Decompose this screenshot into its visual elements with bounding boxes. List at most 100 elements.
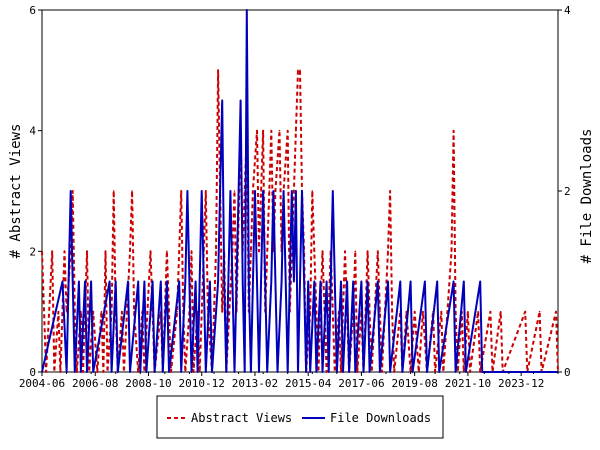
abstract-views-point xyxy=(387,250,389,253)
abstract-views-point xyxy=(268,190,271,192)
abstract-views-point xyxy=(332,310,334,313)
file-downloads-point xyxy=(151,280,154,283)
abstract-views-point xyxy=(377,250,379,253)
file-downloads-point xyxy=(293,280,295,283)
abstract-views-point xyxy=(262,129,264,132)
x-tick-label: 2019-08 xyxy=(391,377,437,390)
file-downloads-point xyxy=(237,190,240,192)
file-downloads-point xyxy=(143,280,146,283)
file-downloads-point xyxy=(291,190,293,192)
abstract-views-point xyxy=(452,129,455,132)
abstract-views-point xyxy=(180,190,182,192)
abstract-views-point xyxy=(354,250,357,253)
y-left-tick-label: 2 xyxy=(29,245,36,258)
abstract-views-point xyxy=(440,310,443,313)
abstract-views-point xyxy=(250,250,252,253)
file-downloads-point xyxy=(295,190,297,192)
x-tick-label: 2017-06 xyxy=(338,377,384,390)
file-downloads-point xyxy=(84,280,86,283)
abstract-views-point xyxy=(389,190,391,192)
abstract-views-point xyxy=(57,310,60,313)
abstract-views-point xyxy=(270,129,273,132)
file-downloads-point xyxy=(313,280,316,283)
file-downloads-point xyxy=(262,190,264,192)
file-downloads-point xyxy=(301,190,303,192)
abstract-views-point xyxy=(299,69,301,72)
file-downloads-point xyxy=(127,280,129,283)
y-left-tick-label: 0 xyxy=(29,366,36,379)
file-downloads-point xyxy=(346,280,348,283)
abstract-views-point xyxy=(63,250,66,253)
abstract-views-point xyxy=(215,250,217,253)
abstract-views-point xyxy=(221,310,223,313)
y-left-tick-label: 4 xyxy=(29,125,36,138)
file-downloads-point xyxy=(282,190,285,192)
file-downloads-point xyxy=(188,280,191,283)
file-downloads-point xyxy=(387,280,389,283)
file-downloads-point xyxy=(303,280,305,283)
x-tick-label: 2008-10 xyxy=(125,377,171,390)
abstract-views-point xyxy=(499,310,502,313)
legend-box xyxy=(156,395,444,439)
abstract-views-point xyxy=(422,310,424,313)
file-downloads-point xyxy=(377,280,379,283)
file-downloads-point xyxy=(203,280,205,283)
x-tick-label: 2015-04 xyxy=(285,377,332,390)
file-downloads-point xyxy=(264,280,267,283)
legend-label-abstract-views: Abstract Views xyxy=(191,411,292,425)
file-downloads-point xyxy=(221,99,223,102)
file-downloads-point xyxy=(69,190,72,192)
file-downloads-point xyxy=(270,280,273,283)
file-downloads-point xyxy=(178,280,180,283)
file-downloads-point xyxy=(246,9,248,11)
file-downloads-point xyxy=(229,190,232,192)
abstract-views-point xyxy=(313,250,316,253)
abstract-views-point xyxy=(297,69,299,72)
abstract-views-point xyxy=(366,250,369,253)
abstract-views-point xyxy=(489,310,492,313)
file-downloads-point xyxy=(334,280,336,283)
file-downloads-point xyxy=(254,190,256,192)
abstract-views-point xyxy=(131,190,133,192)
y-left-tick-label: 6 xyxy=(29,4,36,17)
file-downloads-point xyxy=(340,280,342,283)
abstract-views-point xyxy=(293,190,295,192)
file-downloads-point xyxy=(61,280,64,283)
y-axis-right-title: # File Downloads xyxy=(579,129,595,264)
x-tick-label: 2013-02 xyxy=(232,377,278,390)
file-downloads-point xyxy=(424,280,426,283)
abstract-views-point xyxy=(100,310,103,313)
abstract-views-point xyxy=(295,129,297,132)
file-downloads-point xyxy=(67,280,70,283)
abstract-views-point xyxy=(256,129,258,132)
file-downloads-point xyxy=(332,190,334,192)
abstract-views-point xyxy=(104,250,107,253)
file-downloads-point xyxy=(114,280,117,283)
file-downloads-point xyxy=(137,280,139,283)
abstract-views-line xyxy=(41,69,559,373)
abstract-views-point xyxy=(344,250,346,253)
abstract-views-point xyxy=(71,190,74,192)
file-downloads-point xyxy=(223,280,225,283)
abstract-views-point xyxy=(450,250,453,253)
abstract-views-point xyxy=(166,250,168,253)
file-downloads-point xyxy=(436,280,439,283)
file-downloads-point xyxy=(409,280,412,283)
abstract-views-point xyxy=(321,250,324,253)
abstract-views-point xyxy=(112,190,115,192)
y-right-tick-label: 0 xyxy=(564,366,571,379)
abstract-views-point xyxy=(252,190,254,192)
file-downloads-line xyxy=(41,9,558,373)
file-downloads-point xyxy=(280,280,283,283)
abstract-views-point xyxy=(233,190,236,192)
file-downloads-point xyxy=(219,190,221,192)
file-downloads-point xyxy=(463,280,465,283)
file-downloads-point xyxy=(184,280,187,283)
abstract-views-point xyxy=(129,250,131,253)
legend-label-file-downloads: File Downloads xyxy=(330,411,431,425)
abstract-views-point xyxy=(278,129,281,132)
file-downloads-point xyxy=(248,280,250,283)
axis-ticks: 2004-06 2006-08 2008-10 2010-12 2013-02 2015-… xyxy=(19,4,571,390)
file-downloads-point xyxy=(256,280,258,283)
